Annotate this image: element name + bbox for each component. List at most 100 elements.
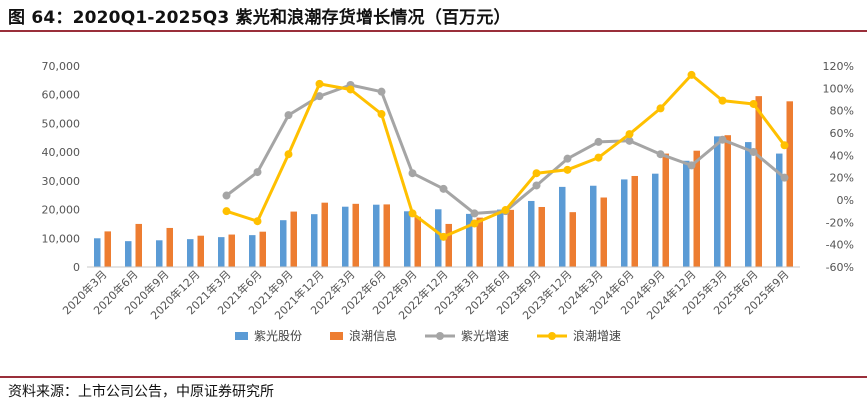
line-point (563, 154, 572, 163)
left-tick-label: 50,000 (42, 117, 81, 130)
line-point (656, 104, 665, 113)
legend-label: 紫光增速 (461, 329, 509, 343)
bar (156, 240, 163, 267)
bar (383, 204, 390, 267)
line-point (656, 150, 665, 159)
line-point (625, 136, 634, 145)
line-point (501, 206, 510, 215)
bar (724, 135, 731, 267)
legend-label: 浪潮增速 (573, 328, 621, 343)
line-point (315, 92, 324, 101)
bar (662, 153, 669, 267)
line-point (377, 87, 386, 96)
bar (187, 239, 194, 267)
line-point (749, 99, 758, 108)
left-tick-label: 10,000 (42, 232, 81, 245)
right-tick-label: 0% (837, 194, 854, 207)
bar (321, 202, 328, 267)
figure-title: 图 64：2020Q1-2025Q3 紫光和浪潮存货增长情况（百万元） (8, 8, 511, 28)
line-point (315, 79, 324, 88)
bar (352, 203, 359, 267)
line-point (222, 207, 231, 216)
bar (476, 217, 483, 267)
line-point (780, 141, 789, 150)
line-point (470, 209, 479, 218)
bar (373, 204, 380, 267)
line-point (625, 130, 634, 139)
bar (714, 136, 721, 267)
top-rule (0, 30, 867, 32)
right-tick-label: 60% (830, 127, 854, 140)
line-point (687, 70, 696, 79)
line-point (594, 153, 603, 162)
bar (228, 234, 235, 267)
chart-legend: 紫光股份 浪潮信息 紫光增速 浪潮增速 (235, 328, 621, 343)
line-point (563, 165, 572, 174)
bar (249, 235, 256, 267)
line-point (253, 168, 262, 177)
line-point (594, 137, 603, 146)
bar (652, 173, 659, 267)
bar (311, 214, 318, 267)
bar (404, 211, 411, 267)
bottom-rule (0, 376, 867, 378)
bar (786, 101, 793, 267)
bar (445, 223, 452, 267)
line-point (253, 217, 262, 226)
line-point (284, 111, 293, 120)
line-point (532, 169, 541, 178)
bar (135, 223, 142, 267)
left-tick-label: 40,000 (42, 146, 81, 159)
left-tick-label: 70,000 (42, 60, 81, 73)
line-point (284, 150, 293, 159)
right-tick-label: -20% (826, 216, 854, 229)
bar (466, 213, 473, 267)
bar (280, 220, 287, 267)
left-tick-label: 60,000 (42, 89, 81, 102)
right-tick-label: 100% (823, 82, 854, 95)
right-tick-label: 120% (823, 60, 854, 73)
bar (259, 231, 266, 267)
bar (538, 206, 545, 267)
bar (745, 142, 752, 267)
bar (104, 231, 111, 267)
legend-label: 浪潮信息 (349, 328, 397, 343)
bar (569, 212, 576, 267)
line-point (408, 169, 417, 178)
line-point (780, 173, 789, 182)
left-tick-label: 0 (73, 261, 80, 274)
bar (218, 237, 225, 267)
bar (600, 197, 607, 267)
line-point (718, 96, 727, 105)
line-point (439, 184, 448, 193)
legend-marker (436, 332, 444, 340)
bar (776, 153, 783, 267)
inventory-growth-chart: 0 10,000 20,000 30,000 40,000 50,000 60,000 70,… (42, 60, 855, 343)
left-tick-label: 20,000 (42, 204, 81, 217)
bar (631, 175, 638, 267)
line-point (377, 110, 386, 119)
line-point (439, 232, 448, 241)
bar-series (94, 96, 793, 268)
left-axis-ticks: 0 10,000 20,000 30,000 40,000 50,000 60,000 70,… (42, 60, 81, 274)
line-point (408, 209, 417, 218)
bar (435, 209, 442, 267)
bar (683, 160, 690, 267)
line-point (687, 161, 696, 170)
x-axis-categories: 2020年3月2020年6月2020年9月2020年12月2021年3月2021… (59, 267, 791, 322)
bar (621, 179, 628, 267)
right-axis-ticks: -60% -40% -20% 0% 20% 40% 60% 80% 100% 120% (823, 60, 854, 274)
legend-marker (548, 332, 556, 340)
bar (290, 211, 297, 267)
bar (507, 209, 514, 267)
source-note: 资料来源：上市公司公告，中原证券研究所 (8, 384, 274, 400)
line-series (222, 70, 789, 241)
bar (414, 216, 421, 267)
line-point (532, 181, 541, 190)
legend-swatch (235, 332, 248, 340)
line-point (222, 191, 231, 200)
legend-label: 紫光股份 (254, 329, 302, 343)
line-point (749, 147, 758, 156)
left-tick-label: 30,000 (42, 175, 81, 188)
bar (590, 185, 597, 267)
